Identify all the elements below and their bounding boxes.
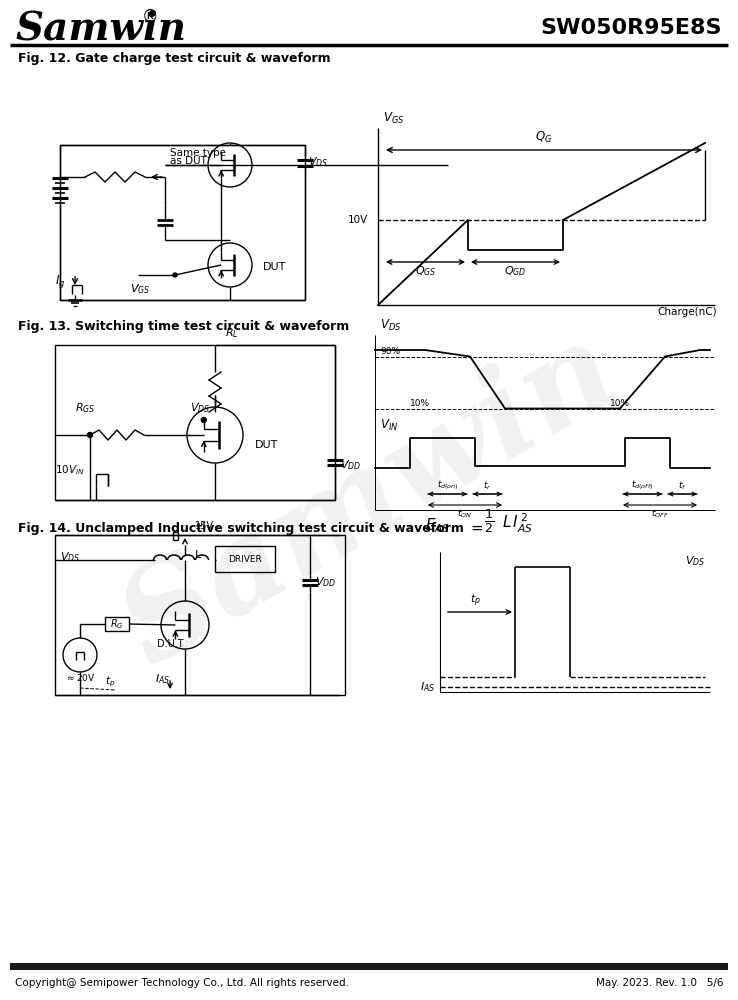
Text: Same type: Same type [170,148,226,158]
Text: $V_{IN}$: $V_{IN}$ [380,418,399,433]
Text: $R_G$: $R_G$ [110,617,124,631]
Circle shape [88,432,92,438]
Text: Samwin: Samwin [102,310,638,690]
Text: DUT: DUT [263,262,286,272]
Text: 10%: 10% [610,398,630,408]
Text: Fig. 14. Unclamped Inductive switching test circuit & waveform: Fig. 14. Unclamped Inductive switching t… [18,522,464,535]
Text: L: L [195,550,201,560]
Text: $E_{AS}$: $E_{AS}$ [425,516,450,535]
Text: 90%: 90% [380,347,400,356]
Text: $t_{OFF}$: $t_{OFF}$ [651,507,669,520]
Text: Charge(nC): Charge(nC) [658,307,717,317]
Text: $V_{GS}$: $V_{GS}$ [383,111,404,126]
Text: DUT: DUT [255,440,278,450]
Bar [215,546,275,572]
Text: Copyright@ Semipower Technology Co., Ltd. All rights reserved.: Copyright@ Semipower Technology Co., Ltd… [15,978,349,988]
Text: 10%: 10% [410,398,430,408]
Text: $R_{GS}$: $R_{GS}$ [75,401,95,415]
Text: 15V: 15V [195,521,214,531]
Text: Samwin: Samwin [15,9,186,47]
Text: $I_{AS}$: $I_{AS}$ [155,672,170,686]
Text: D.U.T: D.U.T [156,639,183,649]
Text: $V_{DD}$: $V_{DD}$ [340,458,361,472]
Text: $V_{DS}$: $V_{DS}$ [685,554,705,568]
Text: 10V: 10V [348,215,368,225]
Bar [10,963,728,970]
Text: $\approx$20V: $\approx$20V [65,672,95,683]
Bar [60,145,305,300]
Circle shape [173,273,177,277]
Text: $L\,I_{AS}^{\,2}$: $L\,I_{AS}^{\,2}$ [502,512,533,535]
Text: $10V_{IN}$: $10V_{IN}$ [55,463,85,477]
Text: $R_L$: $R_L$ [225,326,238,340]
Bar [105,617,129,631]
Text: $t_{d(on)}$: $t_{d(on)}$ [437,478,458,492]
Text: $\frac{1}{2}$: $\frac{1}{2}$ [484,507,494,535]
Bar [55,345,335,500]
Text: $Q_{GD}$: $Q_{GD}$ [504,264,527,278]
Text: SW050R95E8S: SW050R95E8S [540,18,722,38]
Text: Fig. 13. Switching time test circuit & waveform: Fig. 13. Switching time test circuit & w… [18,320,349,333]
Text: $t_{d(off)}$: $t_{d(off)}$ [632,478,654,492]
Text: $V_{GS}$: $V_{GS}$ [130,282,151,296]
Bar [55,535,345,695]
Circle shape [201,418,207,422]
Text: $t_r$: $t_r$ [483,480,492,492]
Text: $t_p$: $t_p$ [469,593,480,609]
Text: May. 2023. Rev. 1.0   5/6: May. 2023. Rev. 1.0 5/6 [596,978,723,988]
Text: ®: ® [142,8,159,26]
Text: $V_{DS}$: $V_{DS}$ [60,550,80,564]
Text: $Q_G$: $Q_G$ [535,130,553,145]
Text: $V_{DS}$: $V_{DS}$ [308,155,328,169]
Text: $t_f$: $t_f$ [678,480,687,492]
Text: DRIVER: DRIVER [228,554,262,564]
Text: $V_{DS}$: $V_{DS}$ [380,318,401,333]
Text: $t_p$: $t_p$ [105,675,115,689]
Text: $t_{ON}$: $t_{ON}$ [458,507,472,520]
Text: as DUT: as DUT [170,156,207,166]
Text: $=$: $=$ [468,520,484,535]
Text: $V_{DD}$: $V_{DD}$ [315,575,337,589]
Text: $V_{DS}$: $V_{DS}$ [190,401,210,415]
Text: $I_g$: $I_g$ [55,273,66,290]
Text: $Q_{GS}$: $Q_{GS}$ [415,264,436,278]
Text: Fig. 12. Gate charge test circuit & waveform: Fig. 12. Gate charge test circuit & wave… [18,52,331,65]
Text: $I_{AS}$: $I_{AS}$ [420,680,435,694]
